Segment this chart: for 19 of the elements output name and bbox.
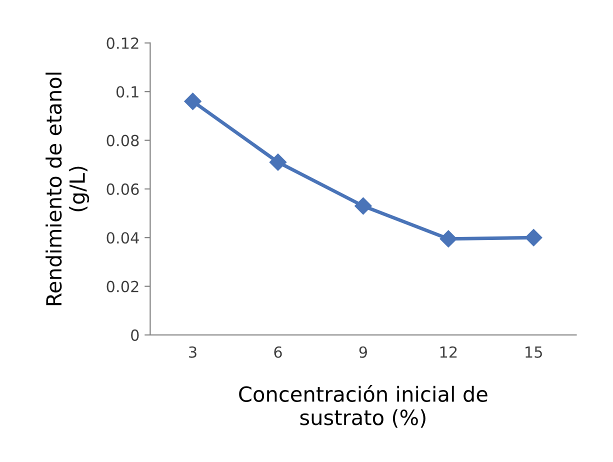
point [354, 197, 372, 215]
x-tick-label: 15 [526, 346, 542, 358]
y-tick-label: 0.02 [106, 280, 138, 292]
point [440, 230, 457, 248]
point [184, 92, 202, 110]
x-tick-label: 3 [189, 346, 196, 358]
x-tick-label: 12 [440, 346, 457, 358]
x-tick-label: 6 [274, 346, 282, 358]
y-tick-label: 0.04 [106, 232, 139, 244]
x-axis-title: Concentración inicial de sustrato (%) [239, 385, 488, 428]
y-tick-label: 0.1 [116, 86, 138, 98]
y-tick-label: 0.12 [106, 37, 138, 49]
y-tick-label: 0 [131, 329, 139, 341]
y-tick-label: 0.06 [106, 183, 139, 195]
point [269, 154, 287, 171]
x-tick-label: 9 [359, 346, 367, 358]
y-tick-label: 0.08 [106, 134, 139, 146]
point [525, 229, 542, 246]
y-axis-title: Rendimiento de etanol (g/L) [46, 72, 90, 306]
